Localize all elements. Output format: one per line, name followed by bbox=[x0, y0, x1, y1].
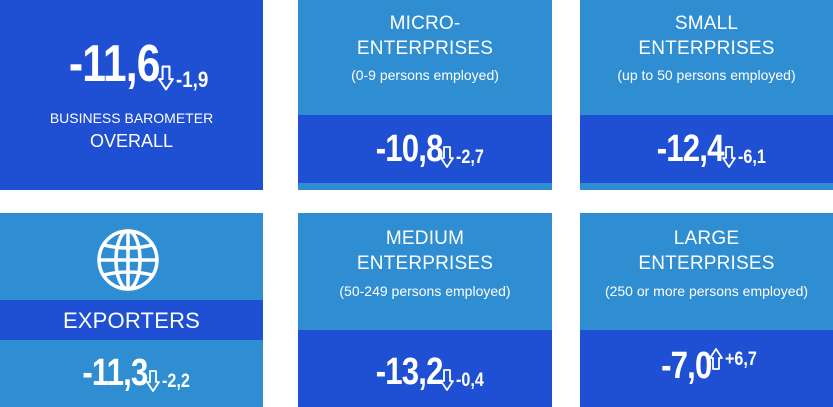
exporters-title: EXPORTERS bbox=[62, 308, 201, 333]
exporters-title-band: EXPORTERS bbox=[0, 300, 263, 340]
overall-change: -1,9 bbox=[157, 65, 214, 92]
medium-subtitle: (50-249 persons employed) bbox=[339, 283, 511, 299]
overall-delta: -1,9 bbox=[175, 67, 209, 92]
overall-tile: -11,6 -1,9 BUSINESS BAROMETER OVERALL bbox=[0, 0, 263, 190]
small-change: -6,1 bbox=[722, 146, 771, 168]
globe-icon bbox=[97, 229, 159, 291]
large-delta: +6,7 bbox=[725, 349, 758, 370]
large-change: +6,7 bbox=[709, 348, 763, 370]
medium-change: -0,4 bbox=[440, 369, 489, 391]
down-arrow-icon bbox=[440, 369, 455, 391]
large-title-line2: ENTERPRISES bbox=[638, 253, 775, 274]
medium-title-line1: MEDIUM bbox=[385, 228, 465, 249]
exporters-metric: -11,3 -2,2 bbox=[0, 353, 263, 393]
small-delta: -6,1 bbox=[737, 147, 766, 168]
small-title-line2: ENTERPRISES bbox=[638, 38, 775, 59]
large-metric-band: -7,0 +6,7 bbox=[580, 330, 833, 407]
exporters-tile: EXPORTERS -11,3 -2,2 bbox=[0, 213, 263, 407]
small-subtitle: (up to 50 persons employed) bbox=[617, 67, 796, 83]
micro-change: -2,7 bbox=[440, 146, 489, 168]
micro-metric-band: -10,8 -2,7 bbox=[298, 115, 552, 183]
micro-title-line2: ENTERPRISES bbox=[356, 38, 494, 59]
overall-metric: -11,6 -1,9 bbox=[0, 36, 263, 92]
down-arrow-icon bbox=[722, 146, 736, 168]
small-title-line1: SMALL bbox=[674, 13, 739, 34]
medium-delta: -0,4 bbox=[456, 370, 485, 391]
micro-metric: -10,8 -2,7 bbox=[298, 129, 552, 169]
medium-value: -13,2 bbox=[375, 351, 444, 393]
medium-metric: -13,2 -0,4 bbox=[298, 352, 552, 392]
large-value: -7,0 bbox=[661, 345, 712, 387]
exporters-change: -2,2 bbox=[145, 370, 195, 392]
overall-label-line2: OVERALL bbox=[89, 131, 174, 151]
micro-title-line1: MICRO- bbox=[389, 13, 461, 34]
large-subtitle: (250 or more persons employed) bbox=[604, 283, 809, 299]
micro-enterprises-tile: MICRO- ENTERPRISES (0-9 persons employed… bbox=[298, 0, 552, 190]
small-metric: -12,4 -6,1 bbox=[580, 129, 833, 169]
small-enterprises-tile: SMALL ENTERPRISES (up to 50 persons empl… bbox=[580, 0, 833, 190]
large-enterprises-tile: LARGE ENTERPRISES (250 or more persons e… bbox=[580, 213, 833, 407]
micro-value: -10,8 bbox=[375, 128, 444, 170]
micro-subtitle: (0-9 persons employed) bbox=[351, 67, 499, 83]
exporters-value: -11,3 bbox=[82, 352, 149, 394]
up-arrow-icon bbox=[709, 348, 724, 370]
medium-enterprises-tile: MEDIUM ENTERPRISES (50-249 persons emplo… bbox=[298, 213, 552, 407]
down-arrow-icon bbox=[157, 65, 174, 91]
small-metric-band: -12,4 -6,1 bbox=[580, 115, 833, 183]
overall-value: -11,6 bbox=[69, 35, 161, 93]
overall-label-line1: BUSINESS BAROMETER bbox=[49, 110, 214, 126]
micro-delta: -2,7 bbox=[456, 147, 485, 168]
down-arrow-icon bbox=[145, 370, 160, 392]
exporters-delta: -2,2 bbox=[161, 371, 190, 392]
small-value: -12,4 bbox=[657, 128, 725, 170]
medium-metric-band: -13,2 -0,4 bbox=[298, 330, 552, 407]
large-metric: -7,0 +6,7 bbox=[580, 346, 833, 386]
large-title-line1: LARGE bbox=[673, 228, 740, 249]
down-arrow-icon bbox=[440, 146, 455, 168]
medium-title-line2: ENTERPRISES bbox=[356, 253, 494, 274]
